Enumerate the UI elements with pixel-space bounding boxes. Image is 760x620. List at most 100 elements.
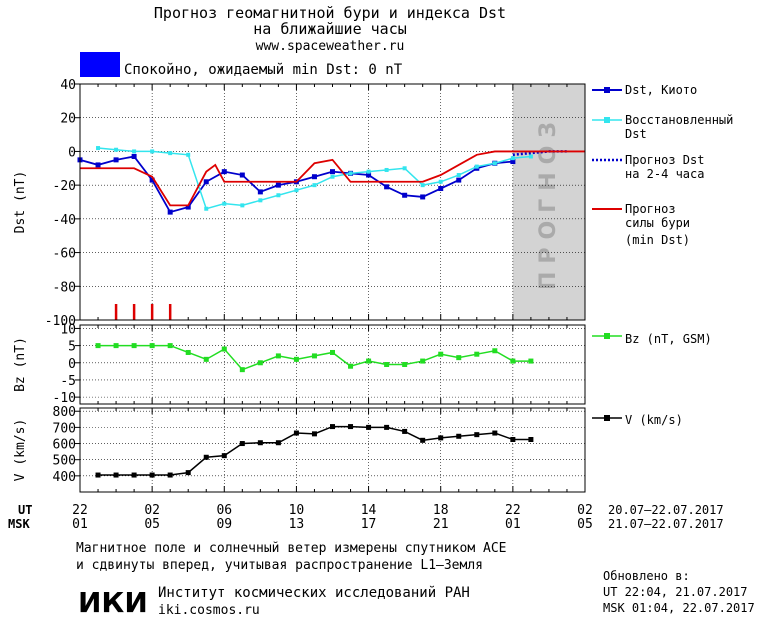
dst-restored-point — [492, 161, 497, 166]
solar-wind-speed-point — [330, 424, 335, 430]
y-tick-label: 500 — [53, 454, 76, 469]
updated-msk: MSK 01:04, 22.07.2017 — [603, 601, 755, 615]
dst-restored-point — [312, 183, 317, 188]
y-tick-label: 0 — [68, 357, 76, 372]
msk-tick-label: 01 — [505, 517, 521, 532]
msk-tick-label: 05 — [144, 517, 160, 532]
bz-point — [510, 358, 516, 364]
plot-frame — [79, 83, 586, 321]
y-tick-label: 600 — [53, 438, 76, 453]
forecast-zone-label: ПРОГНОЗ — [536, 114, 561, 290]
dst-restored-point — [348, 171, 353, 176]
legend-storm-label-3: (min Dst) — [625, 233, 690, 247]
y-tick-label: 5 — [68, 340, 76, 355]
dst-restored-point — [186, 152, 191, 157]
msk-tick-label: 17 — [361, 517, 377, 532]
solar-wind-speed-point — [203, 454, 209, 460]
bz-point — [221, 346, 227, 352]
y-tick-label: 400 — [53, 470, 76, 485]
bz-point — [203, 356, 209, 362]
dst-restored-point — [474, 164, 479, 169]
dst-restored-point — [384, 167, 389, 172]
bz-point — [149, 343, 155, 349]
dst-kyoto-point — [330, 169, 335, 175]
legend-v-marker — [604, 415, 610, 421]
dst-restored-point — [276, 193, 281, 198]
time-tick-labels: 22 02 06 10 14 18 22 02 01 05 09 13 17 21 01 05 — [72, 503, 593, 532]
forecast-zone — [512, 84, 585, 320]
ut-tick-label: 02 — [144, 503, 160, 518]
solar-wind-speed-point — [438, 435, 444, 441]
solar-wind-speed-point — [402, 428, 408, 434]
solar-wind-speed-point — [348, 424, 354, 430]
legend-forecast-label-2: на 2-4 часа — [625, 167, 704, 181]
bz-point — [420, 358, 426, 364]
solar-wind-speed-point — [221, 453, 227, 459]
dst-kyoto-point — [95, 162, 101, 168]
bz-point — [311, 353, 317, 359]
dst-kyoto-point — [438, 186, 444, 192]
bz-point — [293, 356, 299, 362]
solar-wind-speed-point — [257, 440, 263, 446]
dst-kyoto-point — [167, 209, 173, 215]
dst-restored-point — [366, 169, 371, 174]
ut-axis-label: UT — [18, 503, 32, 517]
measurement-note-line1: Магнитное поле и солнечный ветер измерен… — [76, 541, 506, 556]
y-tick-label: 800 — [53, 405, 76, 420]
y-tick-label: -10 — [53, 391, 76, 406]
dst-kyoto-point — [203, 179, 209, 185]
solar-wind-speed-point — [167, 472, 173, 478]
legend-bz-marker — [604, 333, 610, 339]
dst-restored-point — [96, 146, 101, 151]
dst-kyoto-point — [420, 194, 426, 200]
dst-kyoto-point — [384, 184, 390, 190]
legend-bz-label: Bz (nT, GSM) — [625, 332, 712, 346]
y-tick-label: -100 — [45, 314, 76, 329]
y-tick-label: -60 — [53, 247, 76, 262]
bz-point — [257, 360, 263, 366]
storm-forecast-line — [80, 150, 585, 207]
dst-restored-point — [132, 149, 137, 154]
dst-kyoto-point — [311, 174, 317, 180]
solar-wind-speed-point — [528, 437, 534, 442]
bz-point — [528, 358, 534, 364]
dst-restored-point — [294, 188, 299, 193]
dst-restored-point — [510, 156, 515, 161]
bz-point — [239, 367, 245, 373]
solar-wind-speed-point — [275, 440, 281, 446]
dst-kyoto-line — [79, 155, 513, 214]
bz-point — [456, 355, 462, 361]
bz-point — [131, 343, 137, 349]
bz-point — [275, 353, 281, 359]
status-color-swatch — [80, 52, 120, 77]
bz-point — [185, 349, 191, 355]
ut-tick-label: 22 — [505, 503, 521, 518]
bz-point — [492, 348, 498, 354]
dst-kyoto-point — [185, 204, 191, 210]
dst-kyoto-point — [275, 182, 281, 188]
bz-point — [113, 343, 119, 349]
iki-logo: ИКИ — [78, 586, 148, 619]
y-axis-label: Bz (nT) — [13, 337, 28, 392]
solar-wind-speed-point — [149, 472, 155, 478]
dst-restored-point — [330, 174, 335, 179]
updated-ut: UT 22:04, 21.07.2017 — [603, 585, 748, 599]
legend-v-label: V (km/s) — [625, 413, 683, 427]
legend: Dst, Киото Восстановленный Dst Прогноз D… — [592, 83, 733, 427]
dst-restored-point — [402, 166, 407, 171]
dst-restored-point — [420, 183, 425, 188]
y-tick-label: 700 — [53, 421, 76, 436]
legend-restored-label-1: Восстановленный — [625, 113, 733, 127]
dst-restored-point — [240, 203, 245, 208]
ut-tick-label: 22 — [72, 503, 88, 518]
legend-dst-kyoto-marker — [604, 87, 610, 93]
ut-date-range: 20.07–22.07.2017 — [608, 503, 724, 517]
msk-axis-label: MSK — [8, 517, 30, 531]
bz-point — [402, 362, 408, 367]
dst-kyoto-point — [113, 157, 119, 163]
y-tick-label: -40 — [53, 213, 76, 228]
dst-restored-point — [222, 201, 227, 206]
dst-kyoto-point — [257, 189, 263, 195]
bz-point — [474, 351, 480, 357]
